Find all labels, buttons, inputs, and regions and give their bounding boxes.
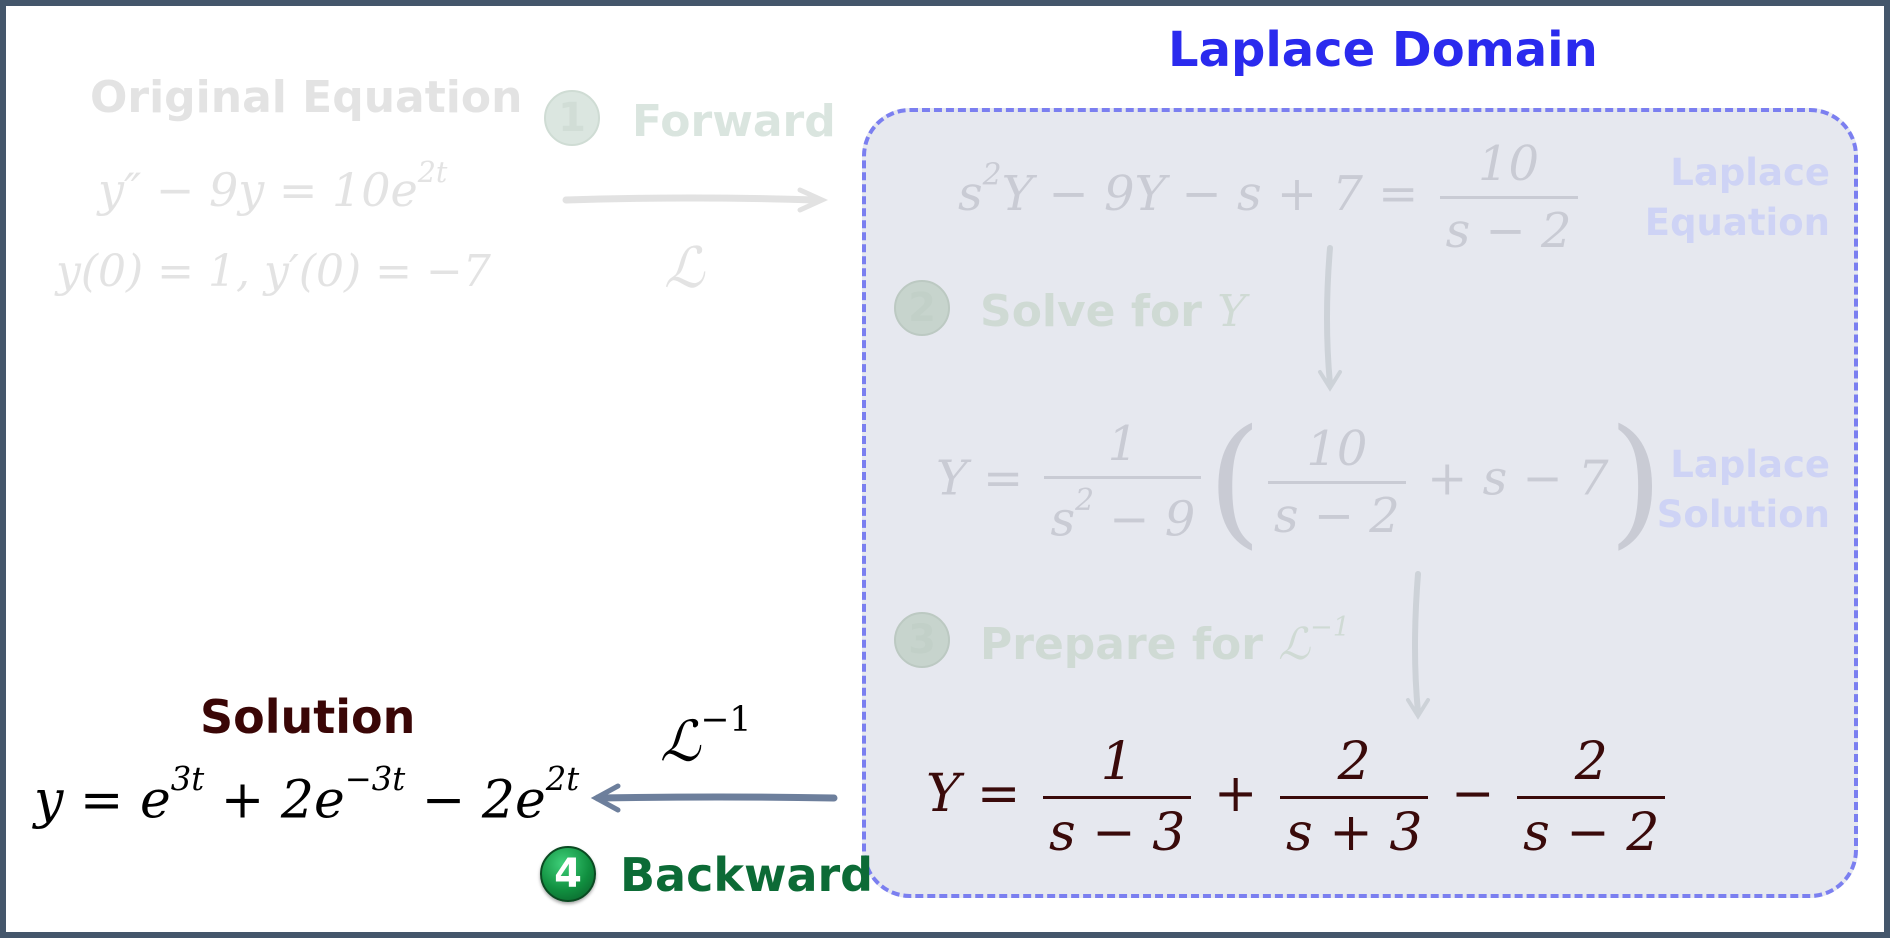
step-4-circle: 4 <box>540 846 596 902</box>
solve-arrow <box>1324 245 1333 387</box>
solution-title: Solution <box>200 690 416 744</box>
original-equation: y″ − 9y = 10e2t <box>98 156 448 218</box>
prepare-arrow-head <box>1406 698 1430 720</box>
backward-arrow <box>594 793 838 802</box>
solve-arrow-head <box>1318 370 1342 392</box>
forward-arrow-head <box>797 187 829 213</box>
prepare-arrow <box>1412 571 1421 715</box>
laplace-solution-label: Laplace Solution <box>1656 443 1830 536</box>
solution-equation: y = e3t + 2e−3t − 2e2t <box>34 760 580 831</box>
forward-operator: ℒ <box>664 236 705 301</box>
laplace-domain-title: Laplace Domain <box>1168 22 1598 78</box>
step-2-circle: 2 <box>894 280 950 336</box>
laplace-domain-box <box>862 108 1858 898</box>
forward-arrow <box>562 194 820 204</box>
forward-label: Forward <box>632 96 836 147</box>
original-equation-title: Original Equation <box>90 72 523 123</box>
backward-label: Backward <box>620 848 874 902</box>
step-3-circle: 3 <box>894 612 950 668</box>
solve-label: Solve for Y <box>980 286 1247 337</box>
laplace-solution: Y = 1 s2 − 9(10 s − 2 + s − 7) <box>936 400 1664 563</box>
prepare-label: Prepare for ℒ−1 <box>980 612 1351 671</box>
inverse-laplace-operator: ℒ−1 <box>660 700 752 775</box>
laplace-equation-label: Laplace Equation <box>1644 151 1830 244</box>
step-1-circle: 1 <box>544 90 600 146</box>
laplace-equation: s2Y − 9Y − s + 7 = 10 s − 2 <box>958 136 1584 259</box>
backward-arrow-head <box>590 783 621 813</box>
initial-conditions: y(0) = 1, y′(0) = −7 <box>56 246 491 297</box>
